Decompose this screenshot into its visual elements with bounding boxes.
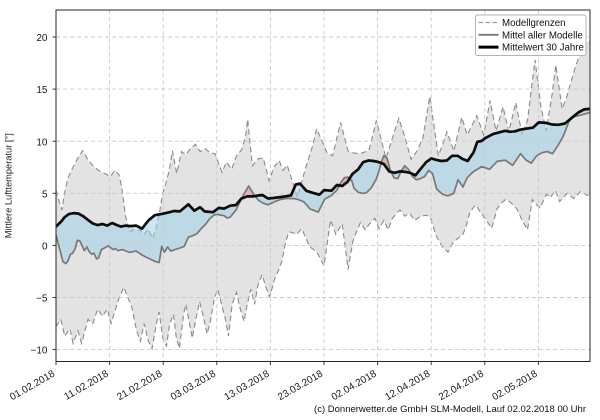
svg-text:0: 0: [42, 242, 48, 253]
svg-text:Mittlere Lufttemperatur [°]: Mittlere Lufttemperatur [°]: [4, 133, 14, 238]
svg-text:Mittelwert 30 Jahre: Mittelwert 30 Jahre: [502, 43, 584, 54]
svg-text:10: 10: [36, 137, 48, 148]
svg-text:20: 20: [36, 33, 48, 44]
svg-text:(c) Donnerwetter.de GmbH SLM-M: (c) Donnerwetter.de GmbH SLM-Modell, Lau…: [314, 404, 586, 415]
svg-text:5: 5: [42, 189, 48, 200]
svg-text:15: 15: [36, 85, 48, 96]
svg-text:Mittel aller Modelle: Mittel aller Modelle: [502, 30, 583, 41]
svg-text:−10: −10: [31, 346, 48, 357]
svg-text:−5: −5: [36, 294, 48, 305]
svg-text:Modellgrenzen: Modellgrenzen: [502, 18, 566, 29]
